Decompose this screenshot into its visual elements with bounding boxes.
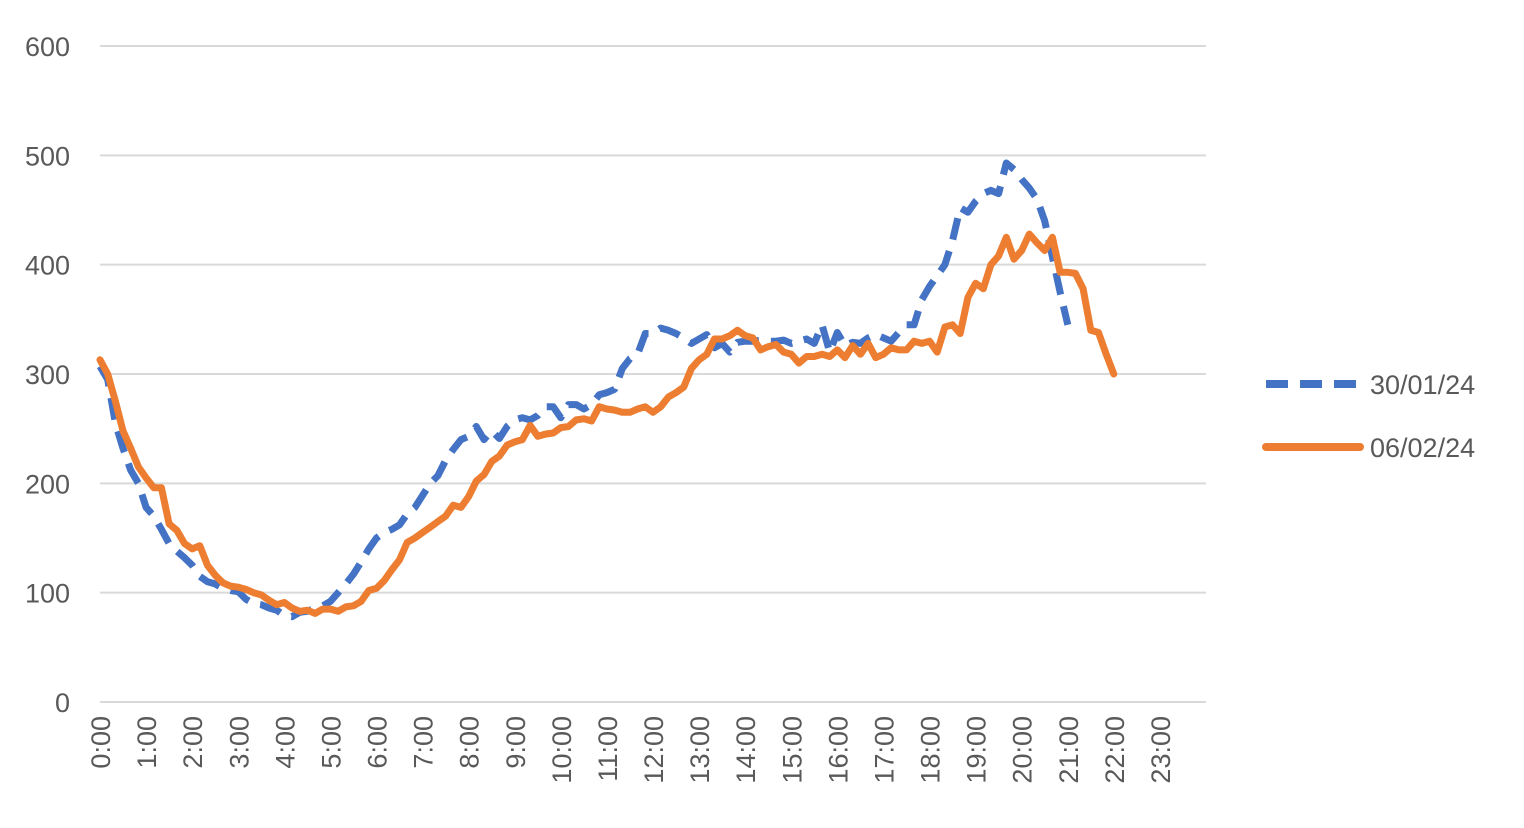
x-tick-label: 18:00 [916, 716, 946, 784]
series-line-06-02-24 [96, 230, 1118, 617]
x-tick-label: 7:00 [409, 716, 439, 769]
x-tick-label: 1:00 [132, 716, 162, 769]
x-axis-ticks: 0:00 1:00 2:00 3:00 4:00 5:00 6:00 7:00 8:00 9:00… [86, 716, 1176, 784]
y-tick-label: 200 [25, 469, 70, 499]
y-axis-ticks: 0 100 200 300 400 500 600 [25, 32, 70, 718]
y-tick-label: 300 [25, 360, 70, 390]
x-tick-label: 4:00 [270, 716, 300, 769]
x-tick-label: 10:00 [547, 716, 577, 784]
y-tick-label: 600 [25, 32, 70, 62]
x-tick-label: 21:00 [1054, 716, 1084, 784]
x-tick-label: 6:00 [363, 716, 393, 769]
x-tick-label: 2:00 [178, 716, 208, 769]
x-tick-label: 13:00 [685, 716, 715, 784]
x-tick-label: 19:00 [962, 716, 992, 784]
y-tick-label: 500 [25, 141, 70, 171]
y-tick-label: 100 [25, 579, 70, 609]
x-tick-label: 22:00 [1100, 716, 1130, 784]
x-tick-label: 15:00 [777, 716, 807, 784]
legend: 30/01/24 06/02/24 [1262, 370, 1475, 463]
series-line-30-01-24 [96, 159, 1072, 621]
x-tick-label: 9:00 [501, 716, 531, 769]
x-tick-label: 16:00 [823, 716, 853, 784]
x-tick-label: 11:00 [593, 716, 623, 782]
y-tick-label: 0 [55, 688, 70, 718]
x-tick-label: 5:00 [316, 716, 346, 769]
x-tick-label: 0:00 [86, 716, 116, 769]
legend-label-06-02-24: 06/02/24 [1370, 433, 1475, 463]
x-tick-label: 23:00 [1146, 716, 1176, 784]
series-lines [96, 159, 1118, 621]
x-tick-label: 8:00 [455, 716, 485, 769]
x-tick-label: 14:00 [731, 716, 761, 784]
x-tick-label: 20:00 [1008, 716, 1038, 784]
gridlines [100, 45, 1206, 703]
x-tick-label: 3:00 [224, 716, 254, 769]
x-tick-label: 12:00 [639, 716, 669, 784]
legend-label-30-01-24: 30/01/24 [1370, 370, 1475, 400]
y-tick-label: 400 [25, 251, 70, 281]
x-tick-label: 17:00 [869, 716, 899, 784]
